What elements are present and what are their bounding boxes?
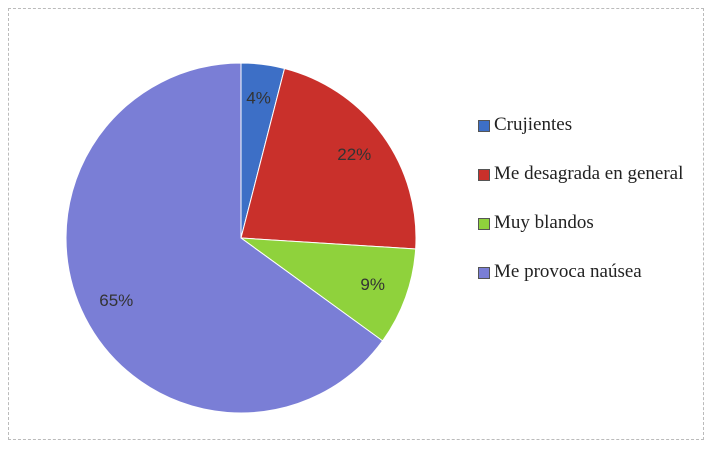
legend-swatch bbox=[478, 267, 490, 279]
legend-item: Me desagrada en general bbox=[478, 161, 688, 186]
legend-swatch bbox=[478, 218, 490, 230]
chart-frame bbox=[8, 8, 704, 440]
legend-item: Muy blandos bbox=[478, 210, 688, 235]
legend-label: Crujientes bbox=[494, 114, 573, 135]
legend-item: Me provoca naúsea bbox=[478, 259, 688, 284]
legend-item: Crujientes bbox=[478, 112, 688, 137]
data-label: 9% bbox=[360, 275, 385, 294]
pie-slice bbox=[239, 237, 417, 342]
data-label: 22% bbox=[337, 145, 371, 164]
legend-label: Me desagrada en general bbox=[494, 163, 684, 184]
data-label: 65% bbox=[99, 291, 133, 310]
legend-label: Me provoca naúsea bbox=[494, 261, 642, 282]
pie-slice bbox=[240, 67, 417, 250]
legend-swatch bbox=[478, 169, 490, 181]
legend-label: Muy blandos bbox=[494, 212, 594, 233]
pie-slice bbox=[65, 62, 384, 414]
legend-swatch bbox=[478, 120, 490, 132]
legend: Crujientes Me desagrada en general Muy bla… bbox=[478, 112, 688, 308]
data-label: 4% bbox=[246, 89, 271, 108]
